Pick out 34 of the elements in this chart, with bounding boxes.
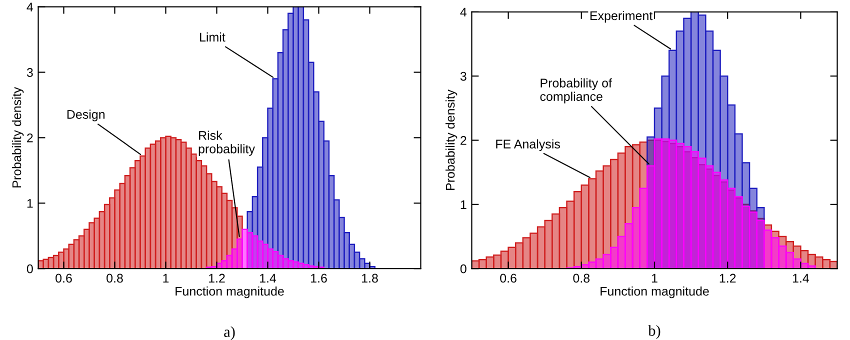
y-axis-title: Probability density — [12, 87, 24, 188]
x-tick-label: 0.6 — [56, 274, 72, 283]
x-tick-label: 1.2 — [720, 274, 736, 283]
x-tick-label: 1.4 — [792, 274, 810, 283]
y-tick-label: 4 — [26, 2, 34, 12]
y-tick-label: 4 — [460, 8, 467, 16]
x-tick-label: 1.8 — [362, 274, 378, 283]
annotation: Design — [67, 110, 105, 122]
y-tick-label: 0 — [26, 264, 33, 274]
annotation: Risk probability — [198, 130, 255, 156]
x-tick-label: 1.4 — [260, 274, 276, 283]
x-axis-title: Function magnitude — [176, 286, 284, 298]
y-axis-title: Probability density — [446, 90, 458, 190]
x-tick-label: 1 — [652, 274, 658, 283]
y-tick-label: 3 — [460, 72, 466, 81]
x-tick-label: 1 — [163, 274, 169, 283]
text: b) — [648, 325, 660, 339]
y-tick-label: 2 — [460, 136, 466, 145]
annotation: Experiment — [590, 10, 653, 23]
x-axis-title: Function magnitude — [600, 286, 709, 298]
y-tick-label: 0 — [460, 264, 466, 274]
annotation: Limit — [200, 32, 226, 42]
y-tick-label: 1 — [27, 199, 33, 208]
annotation: FE Analysis — [496, 139, 560, 151]
y-tick-label: 1 — [460, 200, 466, 209]
x-tick-label: 1.6 — [311, 274, 327, 283]
x-tick-label: 0.8 — [106, 274, 123, 283]
annotation: Probability of compliance — [540, 78, 612, 104]
text: a) — [224, 326, 235, 340]
x-tick-label: 1.2 — [209, 274, 225, 283]
y-tick-label: 2 — [27, 134, 33, 142]
x-tick-label: 0.8 — [573, 274, 590, 283]
x-tick-label: 0.6 — [500, 274, 516, 283]
y-tick-label: 3 — [26, 68, 33, 77]
